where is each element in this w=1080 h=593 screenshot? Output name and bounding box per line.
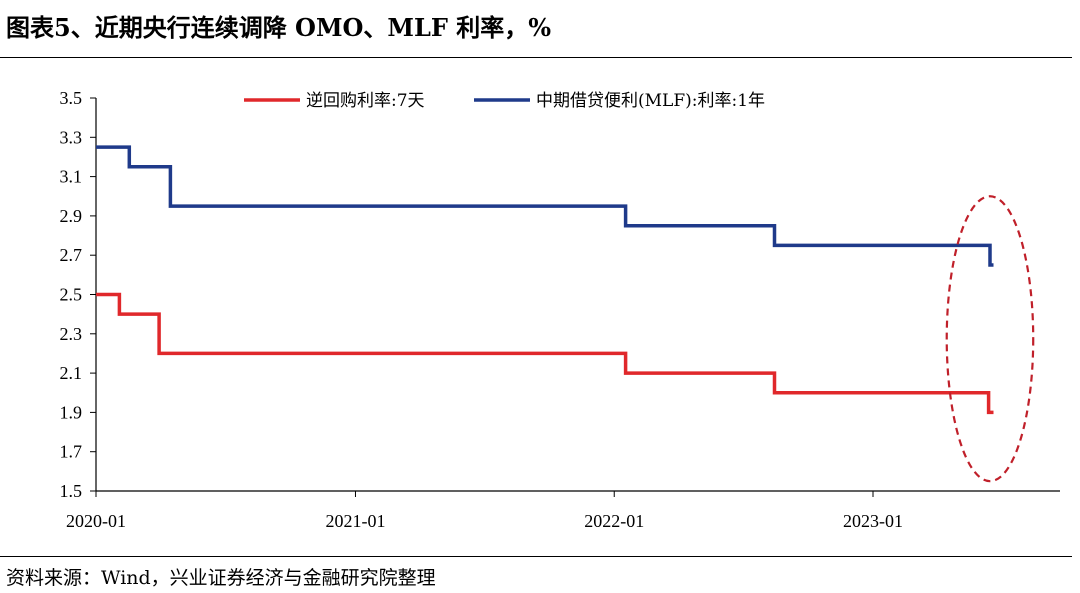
y-tick-label: 3.3	[60, 127, 83, 147]
y-tick-label: 3.1	[60, 167, 83, 187]
highlight-ellipse-0	[945, 195, 1035, 483]
series-line-1	[96, 145, 994, 267]
series-line-0	[96, 292, 994, 415]
x-axis-ticks: 2020-01 2021-01 2022-01 2023-01	[66, 491, 903, 531]
y-axis-ticks: 1.5 1.7 1.9 2.1 2.3 2.5 2.7 2.9 3.1 3.3 3.5	[60, 88, 96, 501]
legend-label-0: 逆回购利率:7天	[306, 91, 425, 111]
y-tick-label: 2.3	[60, 324, 83, 344]
series-lines	[96, 145, 994, 415]
y-tick-label: 1.5	[60, 481, 83, 501]
y-tick-label: 1.9	[60, 402, 83, 422]
legend: 逆回购利率:7天 中期借贷便利(MLF):利率:1年	[244, 91, 765, 111]
y-tick-label: 2.9	[60, 206, 83, 226]
x-tick-label: 2023-01	[843, 511, 903, 531]
figure-title: 图表5、近期央行连续调降 OMO、MLF 利率，%	[6, 13, 552, 42]
title-rule	[0, 57, 1072, 58]
chart-axes	[95, 98, 1060, 492]
y-tick-label: 3.5	[60, 88, 83, 108]
x-tick-label: 2022-01	[584, 511, 644, 531]
y-tick-label: 1.7	[60, 442, 83, 462]
legend-label-1: 中期借贷便利(MLF):利率:1年	[536, 91, 765, 111]
source-note: 资料来源：Wind，兴业证券经济与金融研究院整理	[6, 567, 436, 589]
source-rule	[0, 556, 1072, 557]
y-tick-label: 2.5	[60, 285, 83, 305]
annotations	[945, 195, 1035, 483]
x-tick-label: 2020-01	[66, 511, 126, 531]
y-tick-label: 2.1	[60, 363, 83, 383]
y-tick-label: 2.7	[60, 245, 83, 265]
x-tick-label: 2021-01	[325, 511, 385, 531]
